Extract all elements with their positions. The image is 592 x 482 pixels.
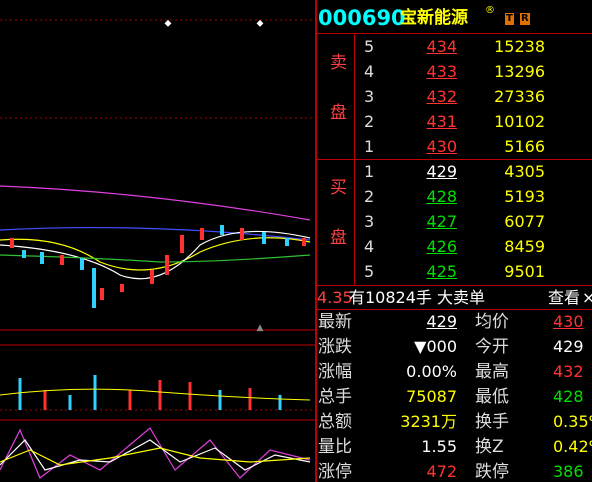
ma-line (0, 226, 311, 241)
book-volume: 6077 (504, 212, 545, 231)
stat-label: 涨幅 (318, 362, 352, 382)
moving-averages (0, 185, 311, 280)
book-price: 434 (426, 37, 457, 56)
book-volume: 8459 (504, 237, 545, 256)
grid (0, 19, 315, 411)
stat-label: 换Z (475, 437, 504, 457)
stat-value: 432 (553, 362, 584, 381)
ma-line (0, 254, 311, 263)
badge: T (505, 13, 514, 25)
stat-label: 涨停 (318, 462, 352, 482)
stat-label: 总手 (318, 387, 352, 407)
stat-value: 428 (553, 387, 584, 406)
ma-line (0, 237, 311, 271)
book-volume: 15238 (494, 37, 545, 56)
stat-value: 3231万 (400, 412, 457, 431)
stat-label: 最高 (475, 362, 509, 382)
book-level: 2 (364, 187, 375, 206)
book-label: 盘 (330, 103, 347, 123)
stat-value: 0.35% (553, 412, 592, 431)
stock-mark: ® (485, 5, 495, 16)
panel-lines (316, 0, 592, 482)
chart-panel: ⬥ ⬥ ▲ (0, 0, 316, 482)
stat-label: 均价 (475, 312, 509, 332)
book-price: 432 (426, 87, 457, 106)
stat-label: 跌停 (475, 462, 509, 482)
candles (10, 225, 306, 308)
stat-value: 0.42% (553, 437, 592, 456)
notice-time: 4.35 (317, 288, 353, 307)
notice-close[interactable]: × (582, 288, 592, 307)
book-level: 3 (364, 212, 375, 231)
book-volume: 10102 (494, 112, 545, 131)
stat-value: 386 (553, 462, 584, 481)
book-volume: 5166 (504, 137, 545, 156)
stat-label: 涨跌 (318, 337, 352, 357)
stat-value: 1.55 (421, 437, 457, 456)
book-level: 1 (364, 137, 375, 156)
book-price: 429 (426, 162, 457, 181)
book-price: 433 (426, 62, 457, 81)
badge: R (520, 13, 530, 25)
book-price: 428 (426, 187, 457, 206)
notice-button[interactable]: 查看 (548, 288, 581, 307)
notice-text: 有10824手 大卖单 (349, 288, 485, 307)
stat-label: 今开 (475, 337, 509, 357)
volume-bars (0, 375, 311, 410)
stat-value: ▼000 (414, 337, 457, 356)
book-price: 430 (426, 137, 457, 156)
stat-value: 0.00% (406, 362, 457, 381)
stat-value: 75087 (406, 387, 457, 406)
book-price: 431 (426, 112, 457, 131)
stat-label: 换手 (475, 412, 509, 432)
stock-code: 000690 (318, 6, 406, 30)
indicator-lines (0, 427, 311, 479)
stat-value: 430 (553, 312, 584, 331)
marker: ⬥ (257, 18, 264, 29)
book-level: 2 (364, 112, 375, 131)
book-price: 426 (426, 237, 457, 256)
book-level: 5 (364, 37, 375, 56)
book-level: 1 (364, 162, 375, 181)
ma-line (0, 185, 311, 221)
book-volume: 27336 (494, 87, 545, 106)
book-volume: 9501 (504, 262, 545, 281)
marker: ⬥ (165, 18, 172, 29)
book-level: 4 (364, 62, 375, 81)
book-price: 427 (426, 212, 457, 231)
stock-name: 宝新能源 (400, 8, 468, 28)
book-price: 425 (426, 262, 457, 281)
book-volume: 5193 (504, 187, 545, 206)
ma-line (0, 230, 311, 280)
stat-label: 总额 (318, 412, 352, 432)
book-level: 4 (364, 237, 375, 256)
marker: ▲ (257, 323, 264, 333)
stat-label: 量比 (318, 437, 352, 457)
book-volume: 13296 (494, 62, 545, 81)
book-volume: 4305 (504, 162, 545, 181)
stat-value: 429 (553, 337, 584, 356)
book-label: 买 (330, 178, 347, 198)
stat-value: 429 (426, 312, 457, 331)
book-label: 盘 (330, 228, 347, 248)
stat-value: 472 (426, 462, 457, 481)
book-label: 卖 (330, 53, 347, 73)
stat-label: 最新 (318, 312, 352, 332)
stat-label: 最低 (475, 387, 509, 407)
book-level: 3 (364, 87, 375, 106)
book-level: 5 (364, 262, 375, 281)
